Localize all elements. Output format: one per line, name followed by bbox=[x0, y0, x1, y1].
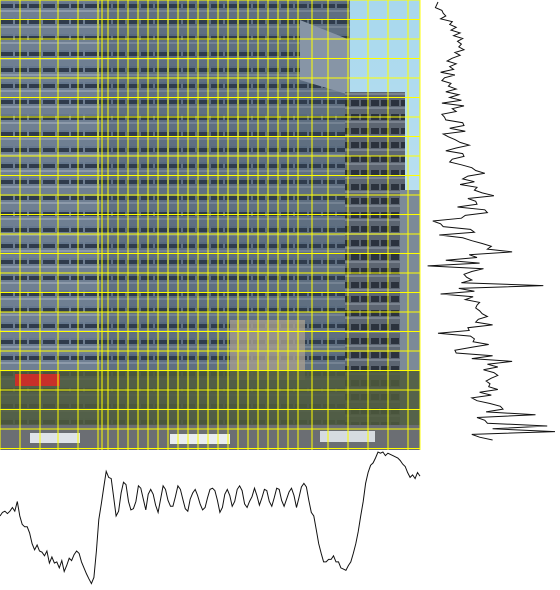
yellow-grid-overlay bbox=[0, 0, 421, 450]
red-sign bbox=[15, 374, 60, 386]
horizontal-intensity-profile bbox=[0, 451, 421, 585]
building-photo bbox=[0, 0, 420, 450]
car bbox=[30, 433, 80, 443]
car bbox=[170, 434, 230, 444]
trees bbox=[0, 370, 420, 430]
vertical-intensity-profile bbox=[427, 1, 556, 441]
